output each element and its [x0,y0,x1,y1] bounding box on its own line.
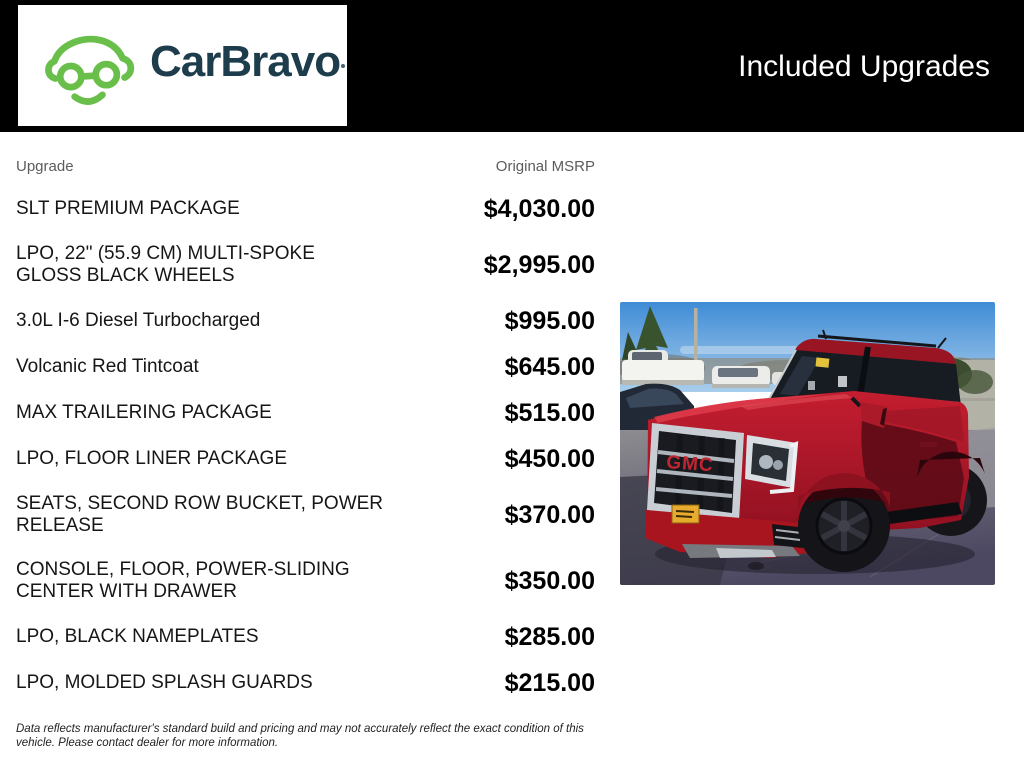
brand-wordmark: CarBravo [150,36,341,86]
suv-roof-glass [768,329,961,406]
table-row: SLT PREMIUM PACKAGE $4,030.00 [16,186,595,232]
table-row: LPO, 22" (55.9 CM) MULTI-SPOKE GLOSS BLA… [16,232,595,298]
upgrade-name: LPO, BLACK NAMEPLATES [16,626,259,647]
upgrade-name: SLT PREMIUM PACKAGE [16,198,240,219]
grille: GMC [647,423,744,521]
upgrades-table: Upgrade Original MSRP SLT PREMIUM PACKAG… [16,132,595,750]
headlight [745,435,799,494]
table-row: SEATS, SECOND ROW BUCKET, POWER RELEASE … [16,482,595,548]
upgrade-price: $995.00 [504,307,595,335]
upgrade-price: $4,030.00 [483,195,595,223]
side-mirror [850,396,888,428]
disclaimer-text: Data reflects manufacturer's standard bu… [16,723,584,749]
upgrade-name: 3.0L I-6 Diesel Turbocharged [16,310,261,331]
light-pole [694,308,698,380]
column-upgrade: Upgrade [16,158,74,175]
table-row: LPO, BLACK NAMEPLATES $285.00 [16,614,595,660]
table-row: 3.0L I-6 Diesel Turbocharged $995.00 [16,298,595,344]
table-row: CONSOLE, FLOOR, POWER-SLIDING CENTER WIT… [16,548,595,614]
upgrade-price: $215.00 [504,669,595,697]
upgrade-name: LPO, MOLDED SPLASH GUARDS [16,672,313,693]
upgrade-price: $2,995.00 [483,251,595,279]
upgrade-name: CONSOLE, FLOOR, POWER-SLIDING CENTER WIT… [16,559,350,602]
license-plate [671,504,700,524]
grille-badge-text: GMC [666,452,715,476]
upgrade-price: $645.00 [504,353,595,381]
upgrade-price: $450.00 [504,445,595,473]
trademark-dot [341,63,346,68]
upgrade-name: MAX TRAILERING PACKAGE [16,402,272,423]
table-row: Volcanic Red Tintcoat $645.00 [16,344,595,390]
page-title: Included Upgrades [738,50,990,83]
upgrade-price: $285.00 [504,623,595,651]
upgrade-price: $515.00 [504,399,595,427]
table-row: LPO, MOLDED SPLASH GUARDS $215.00 [16,660,595,706]
upgrade-price: $370.00 [504,501,595,529]
upgrade-name: LPO, FLOOR LINER PACKAGE [16,448,288,469]
upgrade-name: LPO, 22" (55.9 CM) MULTI-SPOKE GLOSS BLA… [16,243,315,286]
upgrade-price: $350.00 [504,567,595,595]
header-bar: CarBravo Included Upgrades [0,0,1024,132]
front-wheel [798,473,890,572]
upgrade-name: Volcanic Red Tintcoat [16,356,199,377]
table-header: Upgrade Original MSRP [16,158,595,176]
table-row: LPO, FLOOR LINER PACKAGE $450.00 [16,436,595,482]
vehicle-photo: GMC [620,302,995,585]
carbravo-logo: CarBravo [18,5,347,126]
column-original-msrp: Original MSRP [495,158,595,175]
table-body: SLT PREMIUM PACKAGE $4,030.00 LPO, 22" (… [16,186,595,706]
upgrade-name: SEATS, SECOND ROW BUCKET, POWER RELEASE [16,493,384,536]
table-row: MAX TRAILERING PACKAGE $515.00 [16,390,595,436]
car-smile-icon [45,35,135,105]
vehicle-photo-illustration: GMC [620,302,995,585]
